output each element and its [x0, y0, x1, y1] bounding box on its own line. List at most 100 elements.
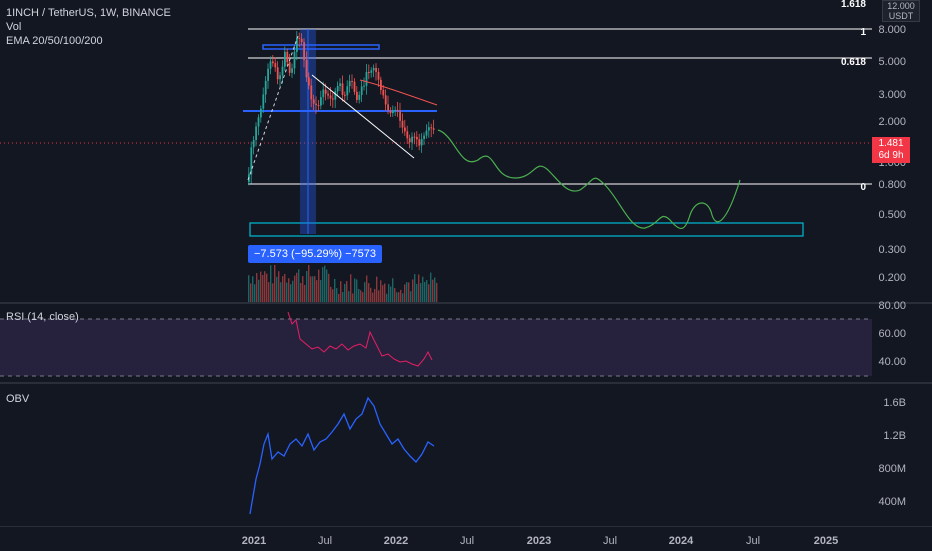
candle-body — [423, 135, 425, 140]
obv-line — [249, 396, 435, 515]
time-label: Jul — [745, 535, 761, 547]
time-label: Jul — [602, 535, 618, 547]
volume-bar — [318, 269, 320, 302]
volume-bar — [310, 276, 312, 302]
projection-path — [437, 129, 741, 229]
candle-body — [389, 110, 392, 114]
volume-bar — [418, 274, 420, 302]
obv-chart-svg[interactable] — [0, 384, 872, 526]
fib-label-0: 0 — [860, 182, 866, 193]
volume-bar — [272, 283, 274, 302]
candle-body — [293, 51, 296, 69]
candle-body — [430, 127, 433, 129]
rsi-axis[interactable]: 80.00 60.00 40.00 — [872, 300, 932, 382]
pane-separator[interactable] — [0, 302, 932, 304]
candle-body — [257, 117, 260, 127]
time-label: 2021 — [241, 535, 267, 547]
current-price-tag[interactable]: 1.481 6d 9h — [872, 137, 910, 163]
candle-body — [317, 105, 320, 107]
volume-bar — [396, 292, 398, 302]
price-tick: 0.300 — [878, 244, 906, 256]
candle-body — [401, 120, 404, 128]
candle-body — [303, 42, 305, 61]
candle-body — [312, 99, 315, 104]
current-price: 1.481 — [878, 138, 904, 149]
price-chart-svg[interactable] — [0, 0, 872, 302]
volume-bar — [250, 283, 252, 302]
candle-body — [346, 86, 349, 96]
measure-label[interactable]: −7.573 (−95.29%) −7573 — [248, 245, 383, 263]
time-label: Jul — [317, 535, 333, 547]
candle-body — [322, 89, 325, 98]
volume-bar — [416, 283, 418, 302]
bar-countdown: 6d 9h — [878, 150, 904, 161]
candle-body — [408, 138, 411, 143]
candle-body — [370, 70, 373, 73]
price-tick: 5.000 — [878, 56, 906, 68]
rsi-chart-svg[interactable] — [0, 304, 872, 382]
obv-tick: 1.2B — [883, 430, 906, 442]
volume-bar — [294, 275, 296, 302]
volume-bar — [344, 283, 346, 302]
currency-tag[interactable]: 12.000 USDT — [882, 0, 920, 22]
candle-body — [356, 91, 358, 100]
candle-body — [344, 94, 346, 96]
symbol-title[interactable]: 1INCH / TetherUS, 1W, BINANCE — [6, 7, 171, 19]
candle-body — [267, 68, 269, 81]
volume-bar — [426, 280, 428, 302]
volume-bar — [264, 271, 266, 302]
volume-bar — [428, 284, 430, 302]
volume-bar — [414, 274, 416, 302]
trend-line — [311, 74, 415, 159]
volume-bar — [374, 288, 376, 302]
volume-bar — [320, 280, 322, 302]
candle-body — [384, 95, 387, 105]
price-tick: 0.800 — [878, 179, 906, 191]
candle-body — [291, 68, 293, 73]
volume-bar — [248, 275, 250, 302]
volume-bar — [348, 291, 350, 302]
volume-bar — [334, 278, 336, 302]
price-pane[interactable]: 1INCH / TetherUS, 1W, BINANCE Vol EMA 20… — [0, 0, 872, 302]
candle-body — [288, 62, 291, 73]
rsi-legend[interactable]: RSI (14, close) — [6, 311, 79, 323]
candle-body — [279, 75, 281, 80]
candle-body — [315, 103, 317, 106]
volume-legend[interactable]: Vol — [6, 21, 22, 33]
candle-body — [264, 80, 267, 95]
candle-body — [380, 79, 382, 90]
rsi-pane[interactable]: RSI (14, close) — [0, 304, 872, 382]
candle-body — [300, 38, 303, 43]
volume-bar — [342, 292, 344, 302]
ema-legend[interactable]: EMA 20/50/100/200 — [6, 35, 103, 47]
obv-legend[interactable]: OBV — [6, 393, 30, 405]
volume-bar — [424, 282, 426, 302]
volume-bar — [398, 292, 400, 302]
volume-bar — [300, 283, 302, 302]
volume-bar — [352, 293, 354, 302]
candle-body — [399, 111, 401, 121]
pane-separator[interactable] — [0, 382, 932, 384]
time-axis[interactable]: 2021 Jul 2022 Jul 2023 Jul 2024 Jul 2025 — [0, 526, 932, 551]
volume-bar — [394, 288, 396, 302]
volume-bar — [326, 269, 328, 302]
volume-bar — [406, 282, 408, 302]
price-tick: 3.000 — [878, 89, 906, 101]
obv-axis[interactable]: 1.6B 1.2B 800M 400M — [872, 384, 932, 526]
volume-bar — [280, 282, 282, 302]
candle-body — [432, 128, 435, 130]
candle-body — [250, 147, 253, 175]
volume-bar — [346, 281, 348, 302]
volume-bar — [324, 265, 326, 302]
volume-bar — [384, 283, 386, 302]
obv-tick: 1.6B — [883, 397, 906, 409]
candle-body — [305, 60, 308, 78]
candle-body — [392, 110, 394, 114]
candle-body — [375, 67, 377, 72]
candle-body — [404, 127, 406, 132]
obv-pane[interactable]: OBV — [0, 384, 872, 526]
candle-body — [334, 91, 337, 100]
volume-bar — [354, 278, 356, 302]
candle-body — [336, 86, 339, 92]
candle-body — [296, 37, 298, 52]
